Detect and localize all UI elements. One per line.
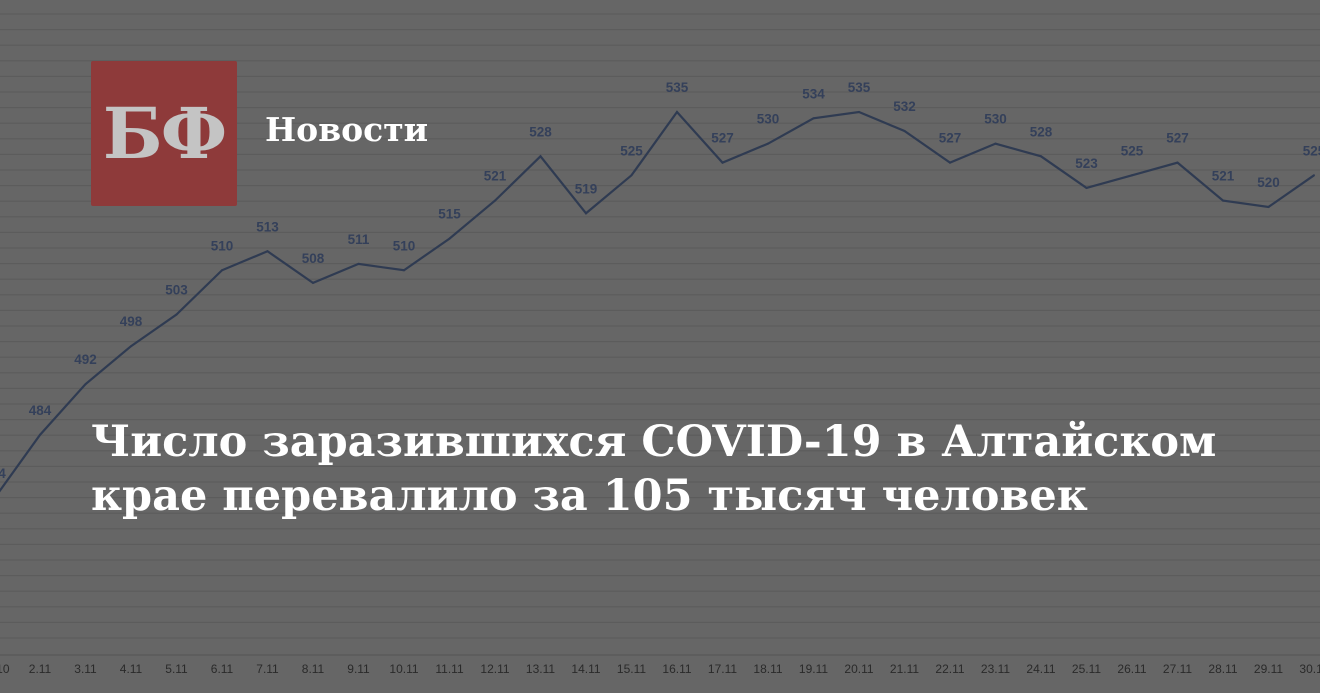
x-tick-label: 5.11 <box>165 662 188 676</box>
data-point <box>1040 155 1042 158</box>
x-tick-label: 9.11 <box>347 662 370 676</box>
data-point <box>1085 186 1088 189</box>
data-label: 523 <box>1075 156 1098 171</box>
data-label: 528 <box>529 124 552 139</box>
brand-logo[interactable]: БФ <box>91 61 237 206</box>
x-tick-label: 30.11 <box>1299 662 1320 676</box>
data-label: 527 <box>1166 131 1189 146</box>
data-label: 530 <box>984 112 1007 127</box>
data-point <box>84 383 87 386</box>
data-label: 510 <box>393 238 416 253</box>
data-point <box>994 142 997 145</box>
data-point <box>1313 174 1315 177</box>
x-tick-label: 28.11 <box>1208 662 1237 676</box>
x-tick-label: 10.11 <box>389 662 418 676</box>
data-label: 513 <box>256 219 279 234</box>
data-label: 527 <box>711 131 734 146</box>
data-point <box>1267 205 1270 208</box>
x-tick-label: 3.11 <box>74 662 97 676</box>
data-label: 525 <box>1121 143 1144 158</box>
x-tick-label: 19.11 <box>799 662 828 676</box>
x-tick-label: 18.11 <box>753 662 782 676</box>
data-point <box>403 269 405 272</box>
data-point <box>39 433 41 436</box>
data-label: 521 <box>1212 169 1235 184</box>
data-point <box>494 199 496 202</box>
data-label: 535 <box>848 80 871 95</box>
x-tick-label: 24.11 <box>1026 662 1055 676</box>
x-tick-label: 4.11 <box>120 662 143 676</box>
data-point <box>1222 199 1224 202</box>
data-point <box>448 237 451 240</box>
data-label: 534 <box>802 86 825 101</box>
data-label: 515 <box>438 207 461 222</box>
x-tick-label: 13.11 <box>526 662 555 676</box>
x-tick-label: 26.11 <box>1117 662 1146 676</box>
data-point <box>175 313 178 316</box>
data-label: 508 <box>302 251 325 266</box>
x-tick-label: 12.11 <box>480 662 509 676</box>
data-point <box>1176 161 1179 164</box>
x-tick-label: 20.11 <box>844 662 873 676</box>
data-label: 498 <box>120 314 143 329</box>
data-label: 503 <box>165 283 188 298</box>
data-point <box>130 345 132 348</box>
x-tick-label: 14.11 <box>571 662 600 676</box>
data-point <box>539 155 542 158</box>
data-point <box>221 269 223 272</box>
data-label: 484 <box>29 403 52 418</box>
data-label: 521 <box>484 169 507 184</box>
headline: Число заразившихся COVID-19 в Алтайском … <box>91 417 1217 521</box>
data-label: 510 <box>211 238 234 253</box>
logo-text: БФ <box>102 92 227 175</box>
data-point <box>903 129 906 132</box>
x-tick-label: 21.11 <box>890 662 919 676</box>
x-tick-label: 8.11 <box>302 662 325 676</box>
x-tick-label: 31.10 <box>0 662 10 676</box>
data-point <box>630 174 633 177</box>
x-tick-label: 11.11 <box>435 662 464 676</box>
x-tick-label: 15.11 <box>617 662 646 676</box>
data-point <box>767 142 769 145</box>
data-label: 535 <box>666 80 689 95</box>
x-tick-label: 25.11 <box>1072 662 1101 676</box>
data-point <box>858 111 860 113</box>
x-tick-label: 7.11 <box>256 662 279 676</box>
data-label: 492 <box>74 352 97 367</box>
data-label: 525 <box>620 143 643 158</box>
data-point <box>1131 174 1133 177</box>
data-label: 532 <box>893 99 916 114</box>
x-tick-label: 16.11 <box>662 662 691 676</box>
data-point <box>812 117 815 120</box>
data-label: 528 <box>1030 124 1053 139</box>
data-point <box>721 161 724 164</box>
data-point <box>266 250 269 253</box>
x-tick-label: 29.11 <box>1254 662 1283 676</box>
data-label: 527 <box>939 131 962 146</box>
x-tick-label: 27.11 <box>1163 662 1192 676</box>
data-label: 530 <box>757 112 780 127</box>
x-tick-label: 22.11 <box>935 662 964 676</box>
data-label: 520 <box>1257 175 1280 190</box>
x-tick-label: 2.11 <box>29 662 52 676</box>
data-point <box>312 281 314 284</box>
x-tick-label: 23.11 <box>981 662 1010 676</box>
x-tick-label: 17.11 <box>708 662 737 676</box>
series-line <box>0 110 1315 493</box>
data-point <box>949 161 951 164</box>
data-label: 519 <box>575 181 598 196</box>
data-point <box>585 212 587 215</box>
x-tick-label: 6.11 <box>211 662 234 676</box>
section-title[interactable]: Новости <box>265 110 429 149</box>
data-point <box>357 262 360 265</box>
data-label: 511 <box>348 232 370 247</box>
data-label: 474 <box>0 466 6 481</box>
data-label: 525 <box>1303 143 1320 158</box>
data-point <box>676 111 678 113</box>
